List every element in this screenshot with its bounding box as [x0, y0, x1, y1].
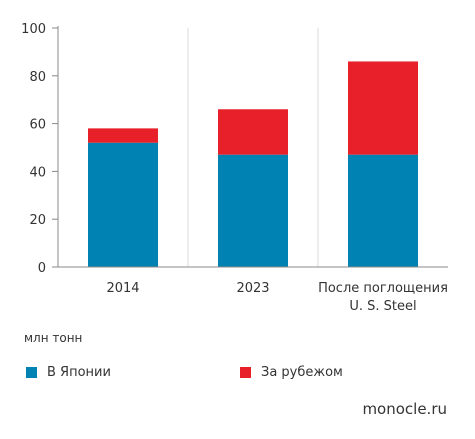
- legend-item-abroad: За рубежом: [240, 365, 343, 380]
- legend-swatch-domestic: [26, 367, 37, 378]
- y-tick-label: 0: [38, 261, 46, 276]
- bar-domestic: [88, 142, 158, 267]
- category-label: 2023: [236, 281, 269, 296]
- y-tick-label: 60: [29, 118, 46, 133]
- bar-abroad: [348, 61, 418, 155]
- category-label: 2014: [106, 281, 139, 296]
- legend-swatch-abroad: [240, 367, 251, 378]
- bar-domestic: [218, 154, 288, 267]
- y-tick-label: 40: [29, 165, 46, 180]
- legend-item-domestic: В Японии: [26, 365, 111, 380]
- category-label: После поглощения: [318, 281, 448, 296]
- y-tick-label: 80: [29, 70, 46, 85]
- source-credit: monocle.ru: [362, 400, 447, 418]
- category-label: U. S. Steel: [349, 299, 416, 314]
- stacked-bar-chart: 0 20 40 60 80 100 2014 2023 После поглощения U. S…: [21, 22, 448, 314]
- bar-domestic: [348, 154, 418, 267]
- bar-abroad: [218, 109, 288, 155]
- y-tick-label: 100: [21, 22, 46, 37]
- unit-label: млн тонн: [24, 331, 83, 345]
- legend-label-domestic: В Японии: [47, 365, 111, 380]
- legend-label-abroad: За рубежом: [261, 365, 343, 380]
- y-tick-label: 20: [29, 213, 46, 228]
- bar-abroad: [88, 128, 158, 143]
